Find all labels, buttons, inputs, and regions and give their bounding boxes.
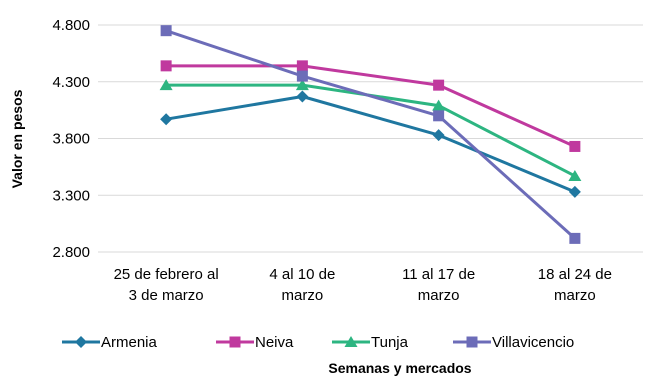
legend: Armenia Neiva Tunja Villavicencio xyxy=(62,334,574,351)
y-tick-label: 3.300 xyxy=(52,187,90,204)
data-point xyxy=(432,129,445,142)
data-point xyxy=(160,60,172,72)
legend-marker xyxy=(75,336,87,348)
data-point xyxy=(160,25,172,37)
x-tick-label: 4 al 10 de marzo xyxy=(269,266,335,304)
series-line xyxy=(165,95,576,194)
x-axis-title: Semanas y mercados xyxy=(328,360,471,376)
data-point xyxy=(159,79,173,91)
x-tick-label: 11 al 17 de marzo xyxy=(402,266,475,304)
data-point xyxy=(296,70,308,82)
legend-item: Villavicencio xyxy=(453,334,574,351)
data-point xyxy=(160,113,173,126)
legend-label: Armenia xyxy=(101,334,158,351)
y-tick-label: 3.800 xyxy=(52,131,90,148)
x-tick-label: 18 al 24 de marzo xyxy=(538,266,612,304)
data-point xyxy=(295,79,309,91)
series-armenia xyxy=(160,90,581,198)
series-lines xyxy=(159,25,582,244)
x-tick-label: 25 de febrero al 3 de marzo xyxy=(114,266,219,304)
series-line xyxy=(166,64,576,148)
y-tick-labels: 2.800 3.300 3.800 4.300 4.800 xyxy=(52,17,90,261)
legend-label: Tunja xyxy=(371,334,409,351)
x-tick-labels: 25 de febrero al 3 de marzo 4 al 10 de marz… xyxy=(114,266,612,304)
legend-item: Tunja xyxy=(332,334,409,351)
data-point xyxy=(433,79,445,91)
series-neiva xyxy=(160,60,581,152)
series-line xyxy=(165,29,576,240)
legend-label: Villavicencio xyxy=(492,334,574,351)
series-villavicencio xyxy=(160,25,581,244)
series-line xyxy=(166,83,576,178)
data-point xyxy=(296,90,309,103)
legend-marker xyxy=(229,336,241,348)
legend-item: Armenia xyxy=(62,334,158,351)
data-point xyxy=(432,99,446,111)
y-axis-title: Valor en pesos xyxy=(9,89,25,188)
data-point xyxy=(568,169,582,181)
legend-marker xyxy=(344,336,358,347)
data-point xyxy=(568,185,581,198)
y-tick-label: 2.800 xyxy=(52,244,90,261)
y-tick-label: 4.300 xyxy=(52,74,90,91)
legend-item: Neiva xyxy=(216,334,294,351)
gridlines xyxy=(98,24,643,253)
legend-label: Neiva xyxy=(255,334,294,351)
data-point xyxy=(569,232,581,244)
data-point xyxy=(433,110,445,122)
legend-marker xyxy=(466,336,478,348)
data-point xyxy=(569,140,581,152)
y-tick-label: 4.800 xyxy=(52,17,90,34)
data-point xyxy=(296,60,308,72)
